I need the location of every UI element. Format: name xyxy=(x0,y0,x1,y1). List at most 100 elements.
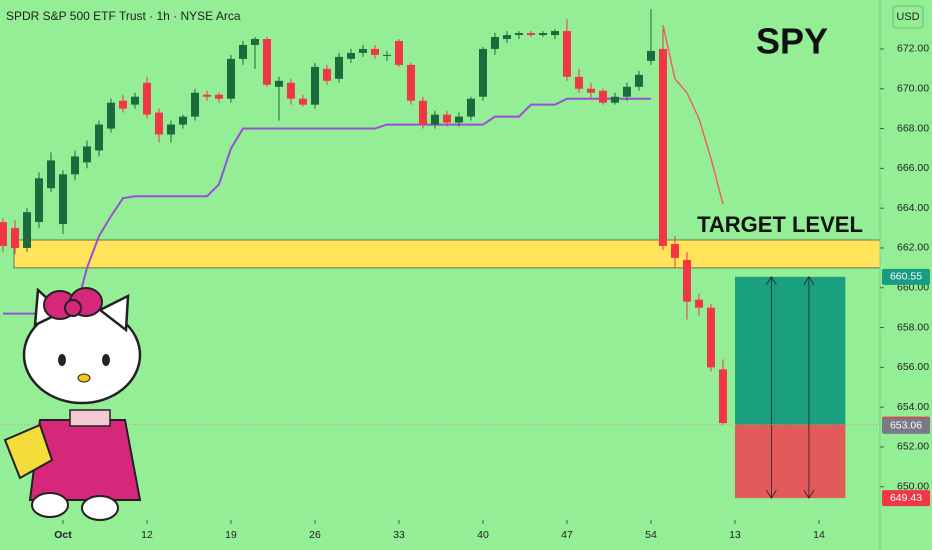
price-label-bg xyxy=(882,268,930,285)
y-tick-label: 650.00 xyxy=(897,481,929,493)
candle-body xyxy=(574,76,583,89)
x-tick-label: 14 xyxy=(813,529,825,541)
price-label: 660.55 xyxy=(890,271,922,283)
candle-body xyxy=(622,86,631,97)
candle-body xyxy=(34,178,43,223)
x-tick-label: 13 xyxy=(729,529,741,541)
candle-body xyxy=(154,112,163,135)
y-tick-label: 666.00 xyxy=(897,162,929,174)
candle-body xyxy=(322,68,331,81)
candle-body xyxy=(82,146,91,163)
candle-body xyxy=(190,92,199,117)
candle-body xyxy=(694,299,703,308)
candle-body xyxy=(130,96,139,105)
candle-body xyxy=(670,243,679,258)
arrow-head xyxy=(803,276,815,286)
candle-body xyxy=(46,160,55,189)
candle-body xyxy=(442,114,451,123)
x-tick-label: 19 xyxy=(225,529,237,541)
y-tick-label: 652.00 xyxy=(897,441,929,453)
y-tick-label: 664.00 xyxy=(897,202,929,214)
candle-body xyxy=(646,50,655,61)
x-tick-label: Oct xyxy=(54,529,72,541)
currency-box[interactable] xyxy=(892,5,924,29)
candle-body xyxy=(202,94,211,97)
candle-body xyxy=(226,58,235,99)
y-tick-label: 654.00 xyxy=(897,401,929,413)
candle-body xyxy=(358,48,367,53)
x-tick-label: 40 xyxy=(477,529,489,541)
y-tick-label: 658.00 xyxy=(897,321,929,333)
candle-body xyxy=(682,259,691,302)
candle-body xyxy=(418,100,427,125)
price-label: 653.06 xyxy=(890,420,922,432)
candle-body xyxy=(718,369,727,424)
candle-body xyxy=(394,40,403,65)
candle-body xyxy=(334,56,343,79)
candle-body xyxy=(538,33,547,36)
x-tick-label: 12 xyxy=(141,529,153,541)
candle-body xyxy=(250,39,259,45)
candle-body xyxy=(238,44,247,59)
candle-body xyxy=(166,124,175,135)
candle-body xyxy=(634,74,643,87)
candle-body xyxy=(478,48,487,97)
candle-body xyxy=(430,114,439,125)
candle-body xyxy=(298,98,307,105)
candle-body xyxy=(10,228,19,248)
candle-body xyxy=(286,82,295,99)
candle-body xyxy=(370,48,379,55)
candle-body xyxy=(610,96,619,103)
candle-body xyxy=(382,54,391,56)
candle-body xyxy=(106,102,115,129)
candle-body xyxy=(178,116,187,125)
candle-body xyxy=(58,174,67,225)
candle-body xyxy=(70,156,79,175)
candle-body xyxy=(490,37,499,49)
price-label-bg xyxy=(882,417,930,434)
candle-body xyxy=(274,80,283,87)
x-tick-label: 26 xyxy=(309,529,321,541)
indicator-line xyxy=(2,97,651,315)
y-tick-label: 670.00 xyxy=(897,83,929,95)
price-label-bg xyxy=(882,490,930,507)
currency[interactable]: USD xyxy=(896,11,919,23)
candle-body xyxy=(310,66,319,105)
candle-body xyxy=(0,222,7,246)
arrow-head xyxy=(766,489,777,499)
candle-body xyxy=(526,33,535,36)
candle-body xyxy=(550,31,559,36)
candle-body xyxy=(706,307,715,368)
x-tick-label: 54 xyxy=(645,529,657,541)
y-tick-label: 672.00 xyxy=(897,43,929,55)
candle-body xyxy=(466,98,475,117)
header-title: SPDR S&P 500 ETF Trust · 1h · NYSE Arca xyxy=(6,9,241,23)
candle-body xyxy=(562,31,571,77)
annotation: TARGET LEVEL xyxy=(697,212,863,237)
candle-body xyxy=(406,64,415,101)
target-area xyxy=(734,276,846,425)
candle-body xyxy=(142,82,151,115)
candle-body xyxy=(502,35,511,40)
plot xyxy=(0,9,881,499)
price-label: 649.43 xyxy=(890,492,922,504)
y-tick-label: 656.00 xyxy=(897,361,929,373)
candle-body xyxy=(346,52,355,59)
candle-body xyxy=(94,124,103,151)
candle-body xyxy=(22,212,31,248)
candle-body xyxy=(454,116,463,123)
candle-body xyxy=(262,39,271,85)
y-tick-label: 668.00 xyxy=(897,122,929,134)
x-tick-label: 47 xyxy=(561,529,573,541)
stop-area xyxy=(734,424,846,499)
zone xyxy=(13,239,881,269)
candle-body xyxy=(514,33,523,36)
candle-body xyxy=(598,90,607,103)
indicator-line xyxy=(662,24,724,205)
mascot xyxy=(3,287,142,521)
x-tick-label: 33 xyxy=(393,529,405,541)
arrow-head xyxy=(766,276,777,286)
y-tick-label: 662.00 xyxy=(897,242,929,254)
